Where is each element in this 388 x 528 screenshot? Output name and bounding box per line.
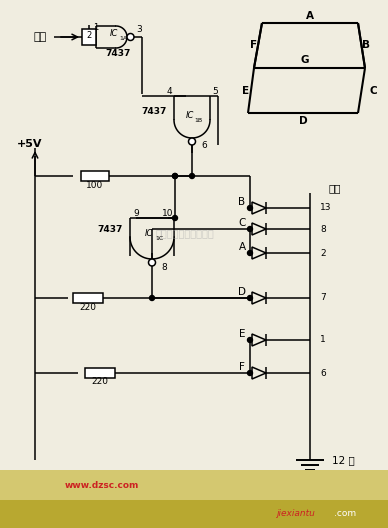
Circle shape [248, 205, 253, 211]
Circle shape [127, 33, 134, 41]
Text: 1: 1 [94, 23, 99, 32]
Text: 1C: 1C [155, 235, 163, 240]
Text: 100: 100 [87, 181, 104, 190]
Text: C: C [369, 86, 377, 96]
Text: A: A [239, 242, 246, 252]
Text: .com: .com [334, 510, 356, 518]
Text: E: E [239, 329, 245, 339]
Bar [82, 29, 96, 45]
Text: www.dzsc.com: www.dzsc.com [65, 482, 139, 491]
Text: 7437: 7437 [105, 50, 131, 59]
Circle shape [149, 259, 156, 266]
Circle shape [173, 174, 177, 178]
Text: F: F [239, 362, 245, 372]
Text: +5V: +5V [17, 139, 43, 149]
Circle shape [189, 174, 194, 178]
Text: 5: 5 [212, 87, 218, 96]
Text: 7437: 7437 [141, 108, 167, 117]
Text: 2: 2 [320, 249, 326, 258]
Bar [0, 500, 388, 528]
Text: 4: 4 [166, 87, 172, 96]
Text: A: A [306, 11, 314, 21]
Text: IC: IC [110, 30, 118, 39]
Text: 2: 2 [87, 32, 92, 41]
Bar [81, 171, 109, 181]
Text: 1B: 1B [194, 118, 202, 124]
Text: 3: 3 [136, 25, 142, 34]
Text: F: F [250, 41, 258, 51]
Text: E: E [242, 86, 249, 96]
Text: 8: 8 [161, 263, 167, 272]
Text: 杭州将睿科技有限公司: 杭州将睿科技有限公司 [156, 228, 215, 238]
Circle shape [173, 174, 177, 178]
Text: 13: 13 [320, 203, 331, 212]
Bar [73, 293, 103, 303]
Text: 1: 1 [320, 335, 326, 344]
Bar [85, 368, 115, 378]
Circle shape [149, 296, 154, 300]
Text: 220: 220 [80, 303, 97, 312]
Text: G: G [300, 55, 309, 65]
Text: 7: 7 [320, 294, 326, 303]
Circle shape [189, 138, 196, 145]
Text: 9: 9 [133, 209, 139, 218]
Text: 数据: 数据 [33, 32, 47, 42]
Text: 12 地: 12 地 [332, 455, 355, 465]
Text: IC: IC [186, 111, 194, 120]
Text: 1A: 1A [119, 35, 127, 41]
Text: 7437: 7437 [97, 224, 123, 233]
Text: 6: 6 [320, 369, 326, 378]
Text: D: D [238, 287, 246, 297]
Text: 220: 220 [92, 378, 109, 386]
Circle shape [173, 215, 177, 221]
Text: B: B [362, 41, 370, 51]
Circle shape [248, 337, 253, 343]
Text: C: C [238, 218, 246, 228]
Circle shape [248, 250, 253, 256]
Text: 引脚: 引脚 [329, 183, 341, 193]
Text: B: B [239, 197, 246, 207]
Circle shape [248, 371, 253, 375]
Bar [0, 470, 388, 528]
Text: 6: 6 [201, 141, 207, 150]
Text: IC: IC [145, 229, 153, 238]
Text: D: D [299, 116, 307, 126]
Circle shape [248, 296, 253, 300]
Circle shape [248, 227, 253, 231]
Text: 10: 10 [162, 209, 174, 218]
Text: jiexiantu: jiexiantu [275, 510, 314, 518]
Text: 8: 8 [320, 224, 326, 233]
